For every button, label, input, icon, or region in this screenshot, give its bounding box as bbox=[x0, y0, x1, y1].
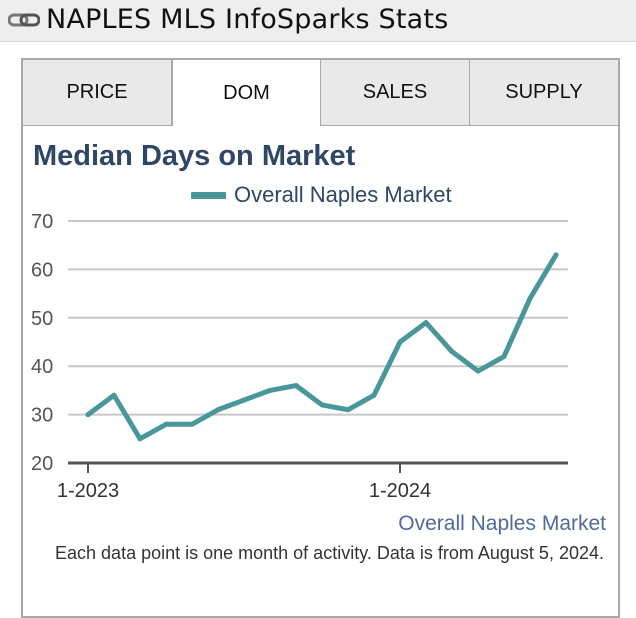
y-tick-label: 20 bbox=[31, 453, 53, 475]
link-icon bbox=[8, 13, 40, 27]
series-line bbox=[85, 252, 559, 442]
line-chart: 20 30 40 50 60 70 1-2023 1-2024 bbox=[31, 211, 568, 502]
y-tick-label: 40 bbox=[31, 356, 53, 378]
data-point bbox=[215, 407, 221, 413]
data-point bbox=[501, 354, 507, 360]
y-tick-label: 70 bbox=[31, 211, 53, 233]
data-point bbox=[189, 421, 195, 427]
data-point bbox=[267, 387, 273, 393]
data-point bbox=[371, 392, 377, 398]
chart-title: Median Days on Market bbox=[33, 140, 356, 172]
data-point bbox=[319, 402, 325, 408]
legend-swatch bbox=[191, 192, 226, 199]
data-point bbox=[423, 320, 429, 326]
data-point bbox=[137, 436, 143, 442]
data-point bbox=[475, 368, 481, 374]
y-tick-label: 50 bbox=[31, 308, 53, 330]
data-point bbox=[241, 397, 247, 403]
y-tick-label: 30 bbox=[31, 405, 53, 427]
data-point bbox=[85, 412, 91, 418]
tab-sales[interactable]: SALES bbox=[321, 60, 470, 126]
stats-widget: PRICE DOM SALES SUPPLY Median Days on Ma… bbox=[21, 58, 620, 618]
y-tick-label: 60 bbox=[31, 259, 53, 281]
data-point bbox=[111, 392, 117, 398]
tab-price[interactable]: PRICE bbox=[23, 60, 172, 126]
x-tick-label: 1-2023 bbox=[57, 480, 119, 502]
tab-supply[interactable]: SUPPLY bbox=[470, 60, 618, 126]
data-point bbox=[449, 349, 455, 355]
source-link[interactable]: Overall Naples Market bbox=[398, 512, 606, 535]
tab-bar: PRICE DOM SALES SUPPLY bbox=[23, 60, 618, 126]
title-bar: NAPLES MLS InfoSparks Stats bbox=[0, 0, 636, 42]
data-note: Each data point is one month of activity… bbox=[55, 543, 604, 563]
data-point bbox=[345, 407, 351, 413]
legend-label: Overall Naples Market bbox=[234, 182, 452, 207]
page-title: NAPLES MLS InfoSparks Stats bbox=[46, 4, 449, 35]
x-tick-label: 1-2024 bbox=[369, 480, 431, 502]
data-point bbox=[527, 295, 533, 301]
data-point bbox=[293, 383, 299, 389]
tab-dom[interactable]: DOM bbox=[172, 60, 321, 126]
data-point bbox=[553, 252, 559, 258]
data-point bbox=[163, 421, 169, 427]
data-point bbox=[397, 339, 403, 345]
